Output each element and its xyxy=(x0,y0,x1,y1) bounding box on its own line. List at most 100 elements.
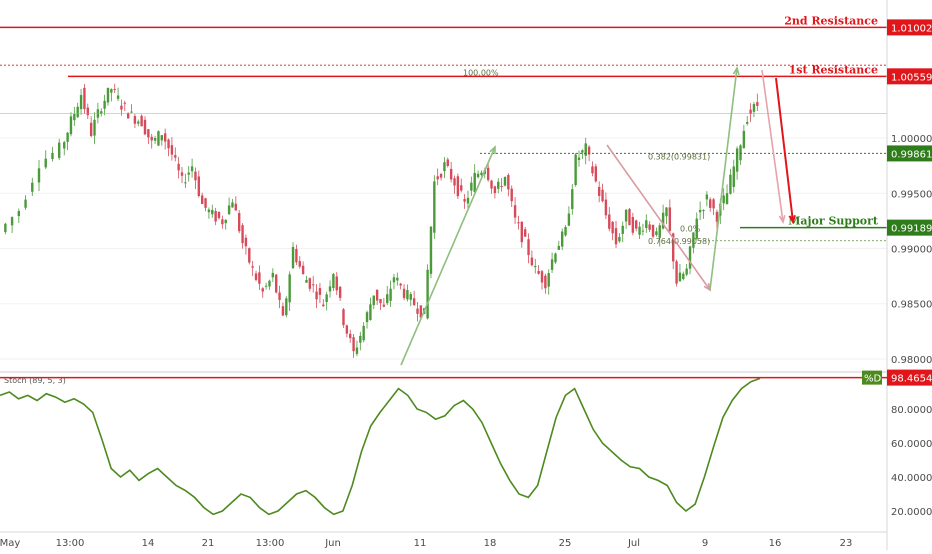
candle-body xyxy=(725,193,729,205)
time-tick: 9 xyxy=(702,538,708,549)
candle-body xyxy=(597,187,601,196)
candle-body xyxy=(281,306,285,316)
candle-body xyxy=(584,143,587,156)
candle-body xyxy=(443,162,446,172)
candle-body xyxy=(436,176,439,180)
candle-body xyxy=(143,119,147,135)
candle-body xyxy=(486,167,490,181)
candle-body xyxy=(386,294,389,304)
time-tick: 13:00 xyxy=(56,538,85,549)
stoch-label-bg xyxy=(862,370,882,385)
major-support-label: Major Support xyxy=(788,215,879,228)
candle-body xyxy=(601,189,604,202)
candle-body xyxy=(167,139,170,149)
projection-arrow-light xyxy=(761,69,784,223)
candle-body xyxy=(591,166,594,174)
candle-body xyxy=(426,269,429,319)
stoch-tick: 40.0000 xyxy=(891,473,932,484)
price-tick: 0.99000 xyxy=(891,245,932,256)
candle-body xyxy=(79,95,83,110)
candle-body xyxy=(325,294,328,303)
candle-body xyxy=(392,277,396,283)
candle-body xyxy=(752,104,756,112)
candle-body xyxy=(332,273,335,289)
fib-level-price: 0.99861 xyxy=(891,149,932,160)
candle-body xyxy=(113,88,116,90)
candle-body xyxy=(396,277,399,281)
candle-body xyxy=(224,219,227,224)
candle-body xyxy=(258,272,261,284)
oscillator-axis: 20.0000 40.0000 60.0000 80.0000 %D 98.4654 xyxy=(862,369,932,518)
candle-body xyxy=(406,290,409,300)
candle-body xyxy=(157,131,160,146)
candle-body xyxy=(571,189,574,210)
time-tick: 13:00 xyxy=(256,538,285,549)
candle-body xyxy=(520,221,524,243)
candle-body xyxy=(608,214,611,229)
candle-body xyxy=(698,209,702,213)
time-tick: 18 xyxy=(484,538,497,549)
stoch-tick: 20.0000 xyxy=(891,507,932,518)
candle-body xyxy=(389,288,392,301)
candle-body xyxy=(184,182,187,184)
fib-0-label: 0.0% xyxy=(680,225,701,234)
time-tick: May xyxy=(0,538,20,549)
candle-body xyxy=(449,168,453,180)
candle-body xyxy=(611,221,614,234)
candle-body xyxy=(412,298,416,306)
price-tick: 1.00000 xyxy=(891,134,932,145)
candle-body xyxy=(254,273,258,280)
candle-body xyxy=(137,121,140,124)
candle-body xyxy=(73,113,76,121)
fib-level-price-bg xyxy=(887,145,932,162)
candle-body xyxy=(57,142,61,158)
candle-body xyxy=(749,109,752,115)
candle-body xyxy=(369,304,372,321)
candle-body xyxy=(177,163,180,171)
candle-body xyxy=(335,276,338,291)
candle-body xyxy=(305,279,308,283)
candle-body xyxy=(712,199,715,209)
candle-body xyxy=(402,288,406,299)
candle-body xyxy=(439,174,443,178)
candle-body xyxy=(278,292,281,300)
candle-body xyxy=(709,199,712,208)
candle-body xyxy=(275,274,278,293)
candle-body xyxy=(4,223,7,233)
candle-body xyxy=(379,298,382,304)
candle-body xyxy=(560,231,564,247)
candle-body xyxy=(312,284,315,286)
candle-body xyxy=(544,275,547,289)
candle-body xyxy=(564,226,567,236)
candle-body xyxy=(170,145,174,155)
candle-body xyxy=(695,218,698,239)
indicator-label: Stoch (89, 5, 3) xyxy=(4,376,66,385)
candle-body xyxy=(44,158,47,168)
candle-body xyxy=(739,145,742,161)
candle-body xyxy=(658,225,661,238)
candle-body xyxy=(382,304,386,307)
candle-body xyxy=(352,337,355,352)
projection-arrow-head xyxy=(788,214,796,225)
candle-body xyxy=(365,312,369,323)
candle-body xyxy=(574,154,577,186)
candle-body xyxy=(288,274,291,303)
candle-body xyxy=(645,220,648,229)
candle-body xyxy=(17,211,21,217)
candle-body xyxy=(399,283,402,286)
up-arrow-1-head xyxy=(489,145,496,155)
time-tick: 16 xyxy=(769,538,782,549)
candle-body xyxy=(362,325,365,341)
candle-body xyxy=(466,197,470,204)
candle-body xyxy=(655,231,658,235)
candle-body xyxy=(234,203,238,211)
candle-body xyxy=(446,159,449,166)
price-tick: 0.99500 xyxy=(891,189,932,200)
candle-body xyxy=(63,142,66,149)
candle-body xyxy=(682,273,685,280)
candle-body xyxy=(621,225,624,234)
candle-body xyxy=(285,298,288,316)
candle-body xyxy=(614,228,618,245)
candle-body xyxy=(470,182,473,191)
